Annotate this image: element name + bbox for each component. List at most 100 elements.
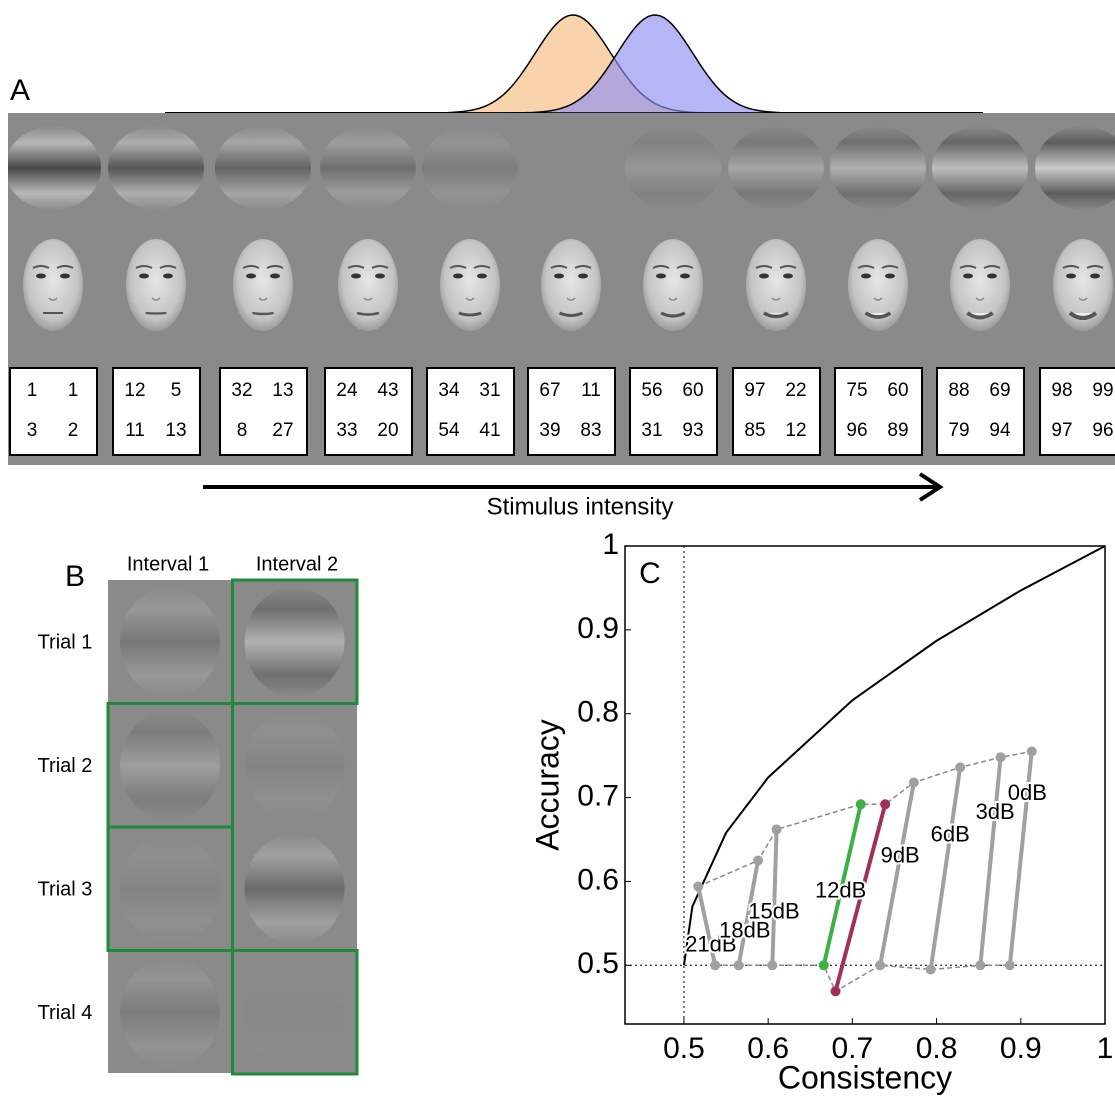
- y-axis-title: Accuracy: [529, 719, 565, 851]
- nose: [363, 297, 373, 301]
- box-number: 89: [887, 420, 908, 441]
- number-box: [324, 367, 413, 456]
- brow: [652, 265, 670, 269]
- point: [818, 960, 829, 971]
- point: [995, 752, 1006, 763]
- box-number: 83: [580, 420, 601, 441]
- y-tick-label: 1: [602, 528, 619, 561]
- x-axis-title: Consistency: [778, 1059, 952, 1095]
- row-label: Trial 3: [38, 878, 93, 900]
- mouth: [145, 311, 167, 315]
- point: [693, 881, 704, 892]
- segment: [878, 782, 916, 966]
- point: [880, 799, 891, 810]
- box-number: 12: [124, 380, 145, 401]
- box-number: 96: [1092, 420, 1113, 441]
- choice-box: [106, 825, 234, 952]
- grating: [728, 126, 824, 210]
- box-number: 85: [744, 420, 765, 441]
- box-number: 93: [682, 420, 703, 441]
- box-number: 20: [377, 420, 398, 441]
- segment-label: 15dB: [748, 898, 799, 923]
- brow: [266, 265, 284, 269]
- eye: [987, 273, 997, 279]
- mouth: [558, 311, 584, 317]
- box-number: 97: [744, 380, 765, 401]
- x-tick-label: 0.9: [1000, 1032, 1042, 1065]
- x-tick-label: 0.6: [747, 1032, 789, 1065]
- y-tick-label: 0.5: [577, 947, 619, 980]
- choice-box: [231, 578, 359, 705]
- point: [767, 960, 778, 971]
- face: [440, 239, 500, 331]
- eye: [36, 273, 46, 279]
- grating: [830, 126, 926, 210]
- point: [975, 960, 986, 971]
- box-number: 75: [846, 380, 867, 401]
- brow: [242, 265, 260, 269]
- mouth: [763, 311, 789, 319]
- panel-label: C: [639, 557, 661, 590]
- grating: [244, 957, 345, 1068]
- nose: [975, 297, 985, 301]
- number-box: [732, 367, 821, 456]
- point: [830, 986, 841, 997]
- eye: [1066, 273, 1076, 279]
- eye: [163, 273, 173, 279]
- segment: [696, 886, 718, 966]
- eye: [759, 273, 769, 279]
- grating: [244, 587, 345, 697]
- box-number: 41: [479, 420, 500, 441]
- panel-label: B: [65, 560, 85, 593]
- number-box: [9, 367, 98, 456]
- eye: [351, 273, 361, 279]
- trial-cells: Interval 1 Interval 2 Trial 1 Trial 2 Trial …: [38, 553, 359, 1076]
- mouth: [966, 311, 994, 320]
- box-number: 60: [887, 380, 908, 401]
- face: [643, 239, 703, 331]
- box-number: 32: [231, 380, 252, 401]
- face: [746, 239, 806, 331]
- brow: [32, 265, 50, 269]
- number-box: [1039, 367, 1115, 456]
- brow: [574, 265, 592, 269]
- y-tick-label: 0.6: [577, 863, 619, 896]
- brow: [881, 265, 899, 269]
- plot-area: [624, 545, 1106, 1025]
- point: [753, 855, 764, 866]
- box-number: 33: [336, 420, 357, 441]
- x-tick-label: 0.7: [832, 1032, 874, 1065]
- x-tick-label: 0.5: [663, 1032, 705, 1065]
- nose: [48, 297, 58, 301]
- segment: [928, 767, 963, 970]
- box-number: 94: [989, 420, 1011, 441]
- grating: [625, 126, 721, 210]
- segment: [833, 803, 888, 992]
- point: [710, 960, 721, 971]
- nose: [1078, 297, 1088, 301]
- point: [1026, 746, 1037, 757]
- eye: [246, 273, 256, 279]
- segment-label: 18dB: [719, 918, 770, 943]
- eye: [60, 273, 70, 279]
- box-number: 5: [171, 380, 182, 401]
- gaussians: [165, 14, 983, 114]
- number-box: [834, 367, 923, 456]
- eye: [885, 273, 895, 279]
- grating: [320, 126, 416, 210]
- box-number: 11: [581, 380, 601, 401]
- box-number: 8: [237, 420, 248, 441]
- box-number: 3: [27, 420, 38, 441]
- box-number: 34: [438, 380, 460, 401]
- point: [771, 824, 782, 835]
- choice-box: [231, 949, 359, 1076]
- point: [925, 964, 936, 975]
- brow: [473, 265, 491, 269]
- brow: [449, 265, 467, 269]
- segment: [978, 757, 1003, 966]
- box-number: 43: [377, 380, 398, 401]
- brow: [371, 265, 389, 269]
- box-number: 11: [125, 420, 145, 441]
- brow: [159, 265, 177, 269]
